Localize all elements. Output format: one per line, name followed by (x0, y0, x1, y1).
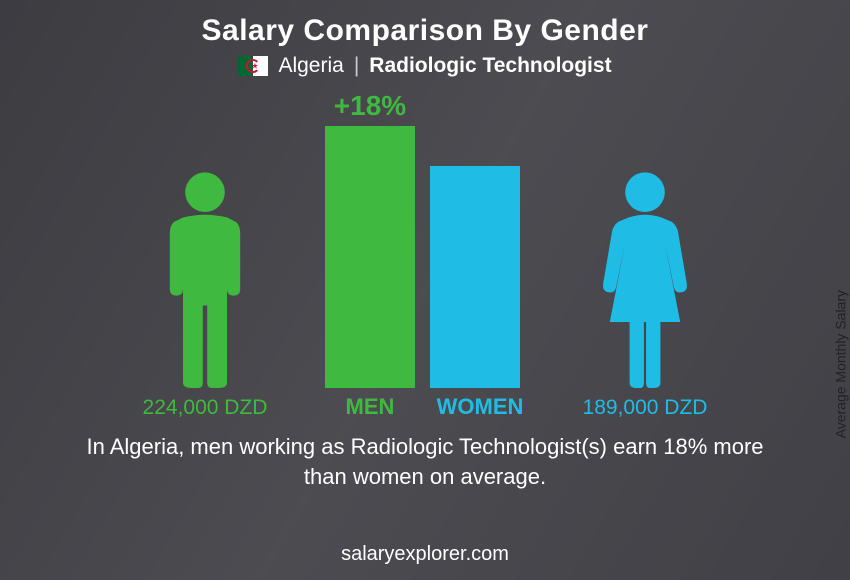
women-bar (430, 166, 520, 388)
chart-subtitle: Algeria | Radiologic Technologist (0, 54, 850, 78)
women-figure (590, 168, 700, 388)
men-salary-value: 224,000 DZD (115, 396, 295, 420)
men-figure (150, 168, 260, 388)
y-axis-label: Average Monthly Salary (832, 290, 848, 438)
chart-title: Salary Comparison By Gender (0, 0, 850, 48)
man-icon (150, 168, 260, 388)
country-label: Algeria (278, 54, 343, 78)
women-bar-fill (430, 166, 520, 388)
women-label: WOMEN (430, 394, 530, 420)
gender-salary-chart: +18% 224,000 DZD MEN WOMEN 189,000 DZD (0, 88, 850, 428)
chart-caption: In Algeria, men working as Radiologic Te… (0, 432, 850, 491)
source-attribution: salaryexplorer.com (0, 543, 850, 566)
men-pct-label: +18% (325, 90, 415, 122)
algeria-flag-icon (238, 56, 268, 76)
men-label: MEN (325, 394, 415, 420)
women-salary-value: 189,000 DZD (555, 396, 735, 420)
men-bar: +18% (325, 126, 415, 388)
men-bar-fill (325, 126, 415, 388)
job-title: Radiologic Technologist (369, 54, 611, 78)
separator: | (354, 54, 359, 78)
woman-icon (590, 168, 700, 388)
